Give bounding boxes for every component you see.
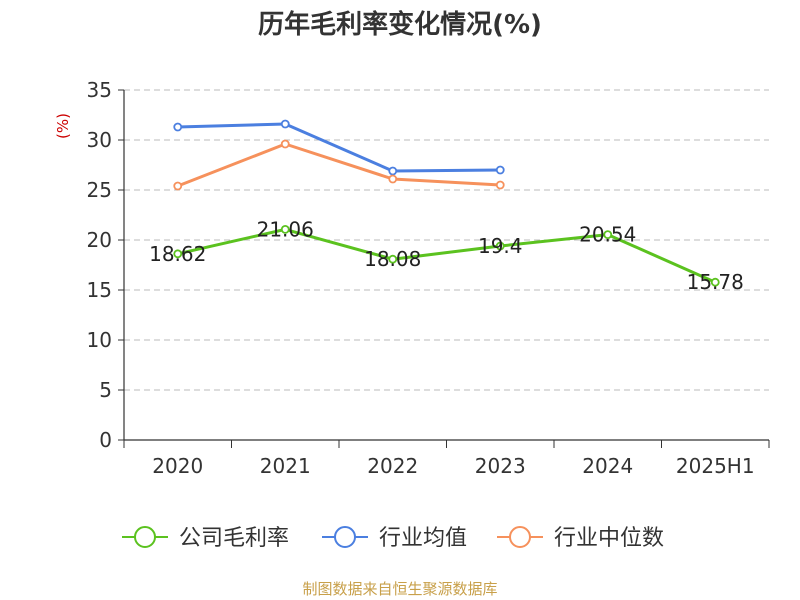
- data-point: [173, 122, 183, 132]
- data-label: 18.08: [364, 247, 421, 271]
- chart-title: 历年毛利率变化情况(%): [258, 10, 542, 40]
- legend-label: 行业中位数: [554, 526, 664, 551]
- data-point: [710, 277, 720, 287]
- axes: [118, 89, 770, 448]
- data-point: [388, 166, 398, 176]
- data-point: [495, 241, 505, 251]
- data-labels: 18.62 21.06 18.08 19.4 20.54 15.78: [149, 217, 744, 294]
- y-tick-label: 0: [99, 428, 112, 452]
- data-point: [280, 224, 290, 234]
- y-tick-label: 10: [87, 328, 112, 352]
- x-tick-label: 2025H1: [676, 454, 755, 478]
- y-tick-label: 35: [87, 78, 112, 102]
- y-axis-label: (%): [54, 113, 72, 139]
- data-label: 21.06: [257, 217, 314, 241]
- data-point: [495, 165, 505, 175]
- y-axis-ticks: 0 5 10 15 20 25 30 35: [87, 78, 112, 452]
- x-tick-label: 2021: [260, 454, 311, 478]
- y-tick-label: 25: [87, 178, 112, 202]
- grid-lines: [124, 89, 769, 391]
- y-tick-label: 20: [87, 228, 112, 252]
- y-tick-label: 15: [87, 278, 112, 302]
- legend: 公司毛利率 行业均值 行业中位数: [122, 526, 664, 551]
- x-tick-label: 2023: [475, 454, 526, 478]
- series-lines: [173, 119, 720, 287]
- data-point: [388, 174, 398, 184]
- data-label: 20.54: [579, 223, 636, 247]
- legend-item[interactable]: 行业均值: [322, 526, 467, 551]
- legend-item[interactable]: 公司毛利率: [122, 526, 289, 551]
- y-tick-label: 5: [99, 378, 112, 402]
- x-axis-ticks: 2020 2021 2022 2023 2024 2025H1: [152, 454, 754, 478]
- data-label: 15.78: [687, 270, 744, 294]
- data-label: 18.62: [149, 242, 206, 266]
- x-tick-label: 2022: [367, 454, 418, 478]
- series-line: [177, 122, 501, 173]
- series-line: [177, 227, 716, 284]
- source-note: 制图数据来自恒生聚源数据库: [302, 580, 498, 598]
- x-tick-label: 2020: [152, 454, 203, 478]
- data-point: [173, 249, 183, 259]
- legend-marker: [134, 526, 156, 548]
- y-tick-label: 30: [87, 128, 112, 152]
- data-point: [280, 139, 290, 149]
- legend-item[interactable]: 行业中位数: [497, 526, 664, 551]
- series-1: [173, 119, 505, 176]
- legend-label: 公司毛利率: [179, 526, 289, 551]
- data-point: [603, 230, 613, 240]
- data-label: 19.4: [478, 234, 523, 258]
- series-2: [173, 139, 505, 191]
- data-point: [388, 254, 398, 264]
- data-point: [280, 119, 290, 129]
- x-tick-label: 2024: [582, 454, 633, 478]
- legend-label: 行业均值: [379, 526, 467, 551]
- legend-marker: [334, 526, 356, 548]
- series-line: [177, 142, 501, 188]
- series-0: [173, 224, 720, 287]
- data-point: [173, 181, 183, 191]
- legend-marker: [509, 526, 531, 548]
- data-point: [495, 180, 505, 190]
